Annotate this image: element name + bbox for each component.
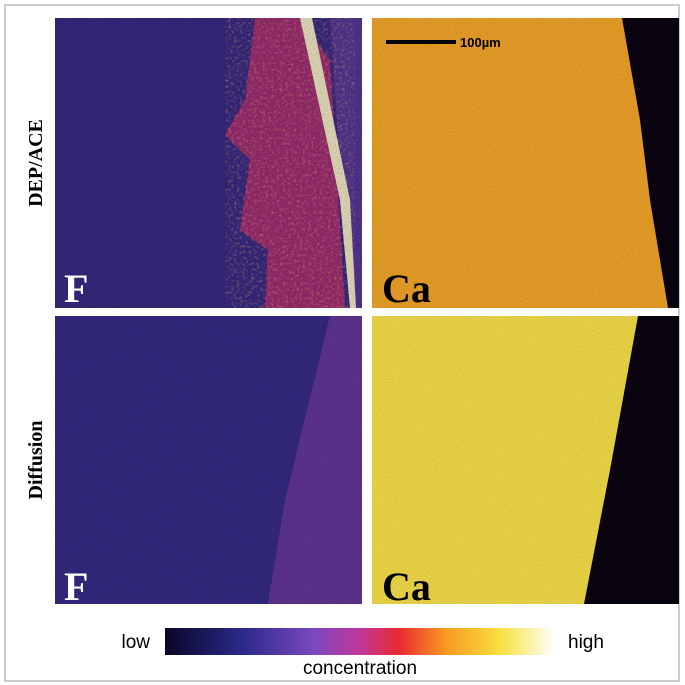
panel-ca-diff — [372, 316, 679, 604]
panel-label: F — [64, 564, 88, 609]
colorbar-title: concentration — [303, 658, 417, 679]
scale-bar-label: 100µm — [460, 35, 501, 50]
row-label: Diffusion — [25, 421, 47, 500]
panel-label: Ca — [382, 266, 431, 311]
colorbar-low: low — [121, 632, 150, 653]
panel-label: Ca — [382, 564, 431, 609]
colorbar-high: high — [568, 632, 604, 653]
panel-ca-dep — [372, 18, 679, 308]
panel-label: F — [64, 266, 88, 311]
colorbar — [165, 628, 555, 655]
row-label: DEP/ACE — [25, 119, 47, 207]
panel-f-dep — [55, 18, 362, 308]
panel-f-diff — [55, 316, 362, 604]
